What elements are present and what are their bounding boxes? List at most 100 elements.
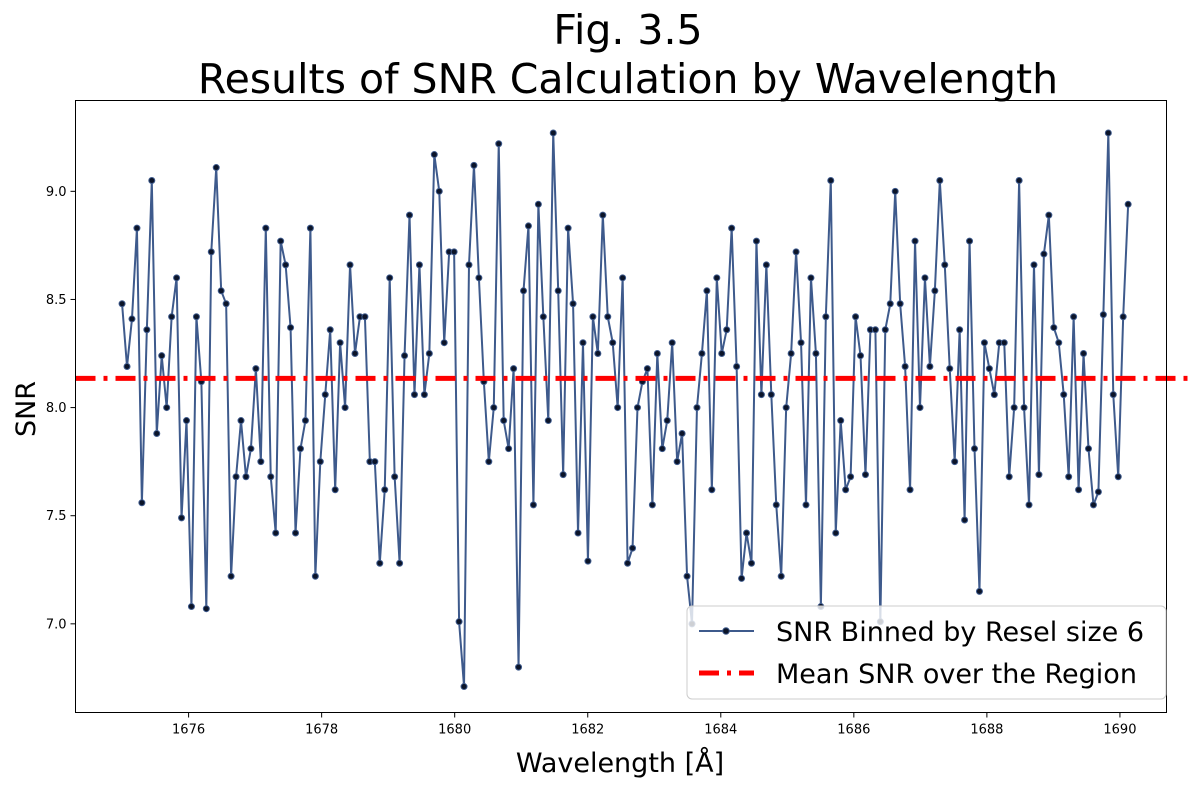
snr-data-point — [961, 516, 969, 524]
x-tick-label: 1676 — [172, 723, 205, 738]
y-tick-label: 8.5 — [46, 293, 67, 308]
snr-data-point — [678, 430, 686, 438]
snr-data-point — [713, 274, 721, 282]
snr-data-point — [346, 261, 354, 269]
y-tick-label: 7.5 — [46, 509, 67, 524]
snr-data-point — [822, 313, 830, 321]
snr-data-point — [1114, 473, 1122, 481]
snr-data-point — [589, 313, 597, 321]
snr-data-point — [782, 404, 790, 412]
snr-data-point — [1015, 177, 1023, 185]
snr-data-point — [500, 417, 508, 425]
snr-data-point — [643, 365, 651, 373]
snr-data-point — [569, 300, 577, 308]
snr-data-point — [802, 501, 810, 509]
snr-data-point — [336, 339, 344, 347]
snr-data-point — [604, 313, 612, 321]
snr-data-point — [936, 177, 944, 185]
snr-data-point — [624, 559, 632, 567]
snr-data-point — [212, 164, 220, 172]
x-tick-label: 1688 — [970, 723, 1003, 738]
snr-data-point — [966, 237, 974, 245]
snr-data-point — [1060, 391, 1068, 399]
snr-data-point — [906, 486, 914, 494]
snr-data-point — [886, 300, 894, 308]
snr-data-point — [584, 557, 592, 565]
snr-data-point — [1020, 404, 1028, 412]
y-tick-label: 7.0 — [46, 617, 67, 632]
snr-data-point — [757, 391, 765, 399]
snr-data-point — [296, 445, 304, 453]
snr-data-point — [173, 274, 181, 282]
snr-data-point — [455, 618, 463, 626]
snr-data-point — [985, 365, 993, 373]
snr-data-point — [292, 529, 300, 537]
snr-data-point — [1109, 391, 1117, 399]
snr-data-point — [1075, 486, 1083, 494]
snr-data-point — [832, 529, 840, 537]
snr-data-point — [202, 605, 210, 613]
x-axis-label: Wavelength [Å] — [516, 747, 724, 779]
snr-data-point — [1025, 501, 1033, 509]
snr-data-point — [440, 339, 448, 347]
snr-data-point — [762, 261, 770, 269]
legend-box — [686, 605, 1167, 700]
snr-data-point — [435, 187, 443, 195]
snr-data-point — [847, 473, 855, 481]
snr-data-point — [192, 313, 200, 321]
snr-data-point — [138, 499, 146, 507]
snr-data-point — [648, 501, 656, 509]
snr-data-point — [931, 287, 939, 295]
snr-data-point — [326, 326, 334, 334]
snr-data-point — [520, 287, 528, 295]
y-axis: 7.0 7.5 8.0 8.5 9.0 — [46, 185, 76, 632]
snr-data-point — [183, 417, 190, 425]
legend-label-mean: Mean SNR over the Region — [776, 659, 1137, 690]
snr-data-point — [1000, 339, 1008, 347]
snr-data-point — [143, 326, 151, 334]
snr-data-point — [386, 274, 394, 282]
snr-data-point — [1010, 404, 1018, 412]
snr-data-point — [1055, 339, 1063, 347]
snr-data-point — [381, 486, 389, 494]
snr-data-point — [901, 362, 909, 370]
snr-data-point — [207, 248, 215, 256]
snr-data-point — [425, 350, 433, 358]
snr-data-point — [1045, 211, 1053, 219]
snr-data-point — [1124, 200, 1132, 208]
snr-data-point — [168, 313, 176, 321]
x-tick-label: 1686 — [837, 723, 870, 738]
snr-data-point — [797, 339, 805, 347]
snr-data-point — [708, 486, 716, 494]
snr-data-point — [1005, 473, 1013, 481]
snr-data-point — [812, 350, 820, 358]
x-tick-label: 1684 — [704, 723, 737, 738]
snr-data-point — [574, 529, 582, 537]
snr-data-point — [311, 572, 319, 580]
plot-area — [75, 129, 1189, 691]
snr-data-point — [777, 572, 785, 580]
chart-subtitle: Results of SNR Calculation by Wavelength — [198, 55, 1058, 103]
snr-data-point — [287, 324, 295, 332]
snr-data-point — [881, 326, 889, 334]
snr-data-point — [767, 391, 775, 399]
snr-data-point — [683, 572, 691, 580]
snr-data-point — [148, 177, 156, 185]
snr-data-point — [1099, 311, 1107, 319]
snr-data-point — [916, 404, 924, 412]
snr-data-point — [420, 391, 428, 399]
snr-data-point — [792, 248, 800, 256]
snr-data-point — [247, 445, 255, 453]
legend: SNR Binned by Resel size 6 Mean SNR over… — [686, 605, 1167, 700]
snr-data-point — [971, 445, 979, 453]
snr-data-point — [505, 445, 513, 453]
snr-data-point — [406, 211, 414, 219]
snr-data-point — [861, 471, 869, 479]
snr-data-point — [980, 339, 988, 347]
snr-data-point — [410, 391, 418, 399]
snr-data-point — [475, 274, 483, 282]
snr-data-point — [1040, 250, 1048, 258]
snr-data-point — [331, 486, 339, 494]
snr-data-point — [257, 458, 265, 466]
plot-frame — [75, 100, 1167, 713]
